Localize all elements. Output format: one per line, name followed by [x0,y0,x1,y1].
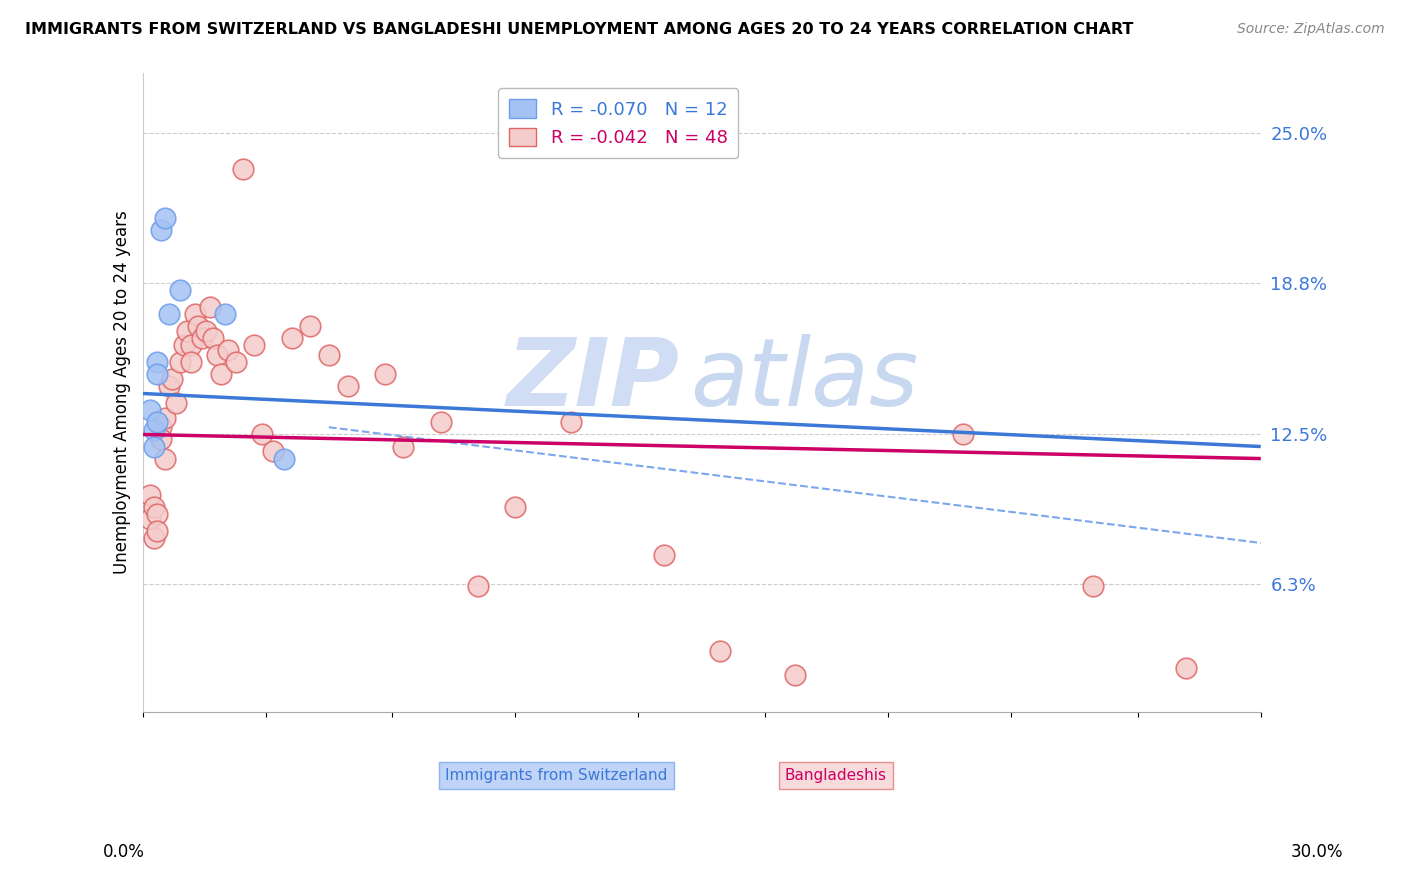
Point [142,423,165,437]
Point [142,531,165,545]
Point [214,307,236,321]
Point [183,307,205,321]
Point [169,355,191,369]
Text: atlas: atlas [690,334,918,425]
Point [299,318,322,333]
Point [142,440,165,454]
Point [205,348,228,362]
Point [180,355,202,369]
Point [150,420,173,434]
Text: ZIP: ZIP [506,334,679,425]
Point [198,300,221,314]
Text: 0.0%: 0.0% [103,843,145,861]
Text: Source: ZipAtlas.com: Source: ZipAtlas.com [1237,22,1385,37]
Point [560,416,582,430]
Point [467,579,489,593]
Point [1175,661,1198,675]
Legend: R = -0.070   N = 12, R = -0.042   N = 48: R = -0.070 N = 12, R = -0.042 N = 48 [498,88,738,158]
Point [273,451,295,466]
Point [194,324,217,338]
Point [374,368,396,382]
Point [169,283,191,297]
Point [153,211,176,225]
Text: Immigrants from Switzerland: Immigrants from Switzerland [446,768,668,783]
Point [783,668,806,682]
Point [187,318,209,333]
Point [209,368,232,382]
Point [146,524,169,538]
Point [202,331,225,345]
Point [146,355,169,369]
Point [654,548,676,562]
Point [146,416,169,430]
Point [157,379,180,393]
Point [153,410,176,425]
Point [429,416,451,430]
Point [150,432,173,446]
Point [162,372,184,386]
Point [217,343,239,358]
Point [318,348,340,362]
Point [165,396,187,410]
Point [225,355,247,369]
Point [250,427,273,442]
Point [139,403,162,417]
Point [150,222,173,236]
Point [232,162,254,177]
Point [336,379,359,393]
Y-axis label: Unemployment Among Ages 20 to 24 years: Unemployment Among Ages 20 to 24 years [114,211,131,574]
Point [146,507,169,521]
Point [243,338,266,352]
Point [173,338,195,352]
Point [157,307,180,321]
Point [952,427,974,442]
Point [176,324,198,338]
Text: 30.0%: 30.0% [1291,843,1343,861]
Point [146,368,169,382]
Point [191,331,214,345]
Point [180,338,202,352]
Point [139,512,162,526]
Point [139,488,162,502]
Text: Bangladeshis: Bangladeshis [785,768,887,783]
Point [503,500,526,514]
Point [392,440,415,454]
Point [709,644,731,658]
Point [153,451,176,466]
Point [142,500,165,514]
Text: IMMIGRANTS FROM SWITZERLAND VS BANGLADESHI UNEMPLOYMENT AMONG AGES 20 TO 24 YEAR: IMMIGRANTS FROM SWITZERLAND VS BANGLADES… [25,22,1133,37]
Point [280,331,302,345]
Point [1081,579,1104,593]
Point [262,444,284,458]
